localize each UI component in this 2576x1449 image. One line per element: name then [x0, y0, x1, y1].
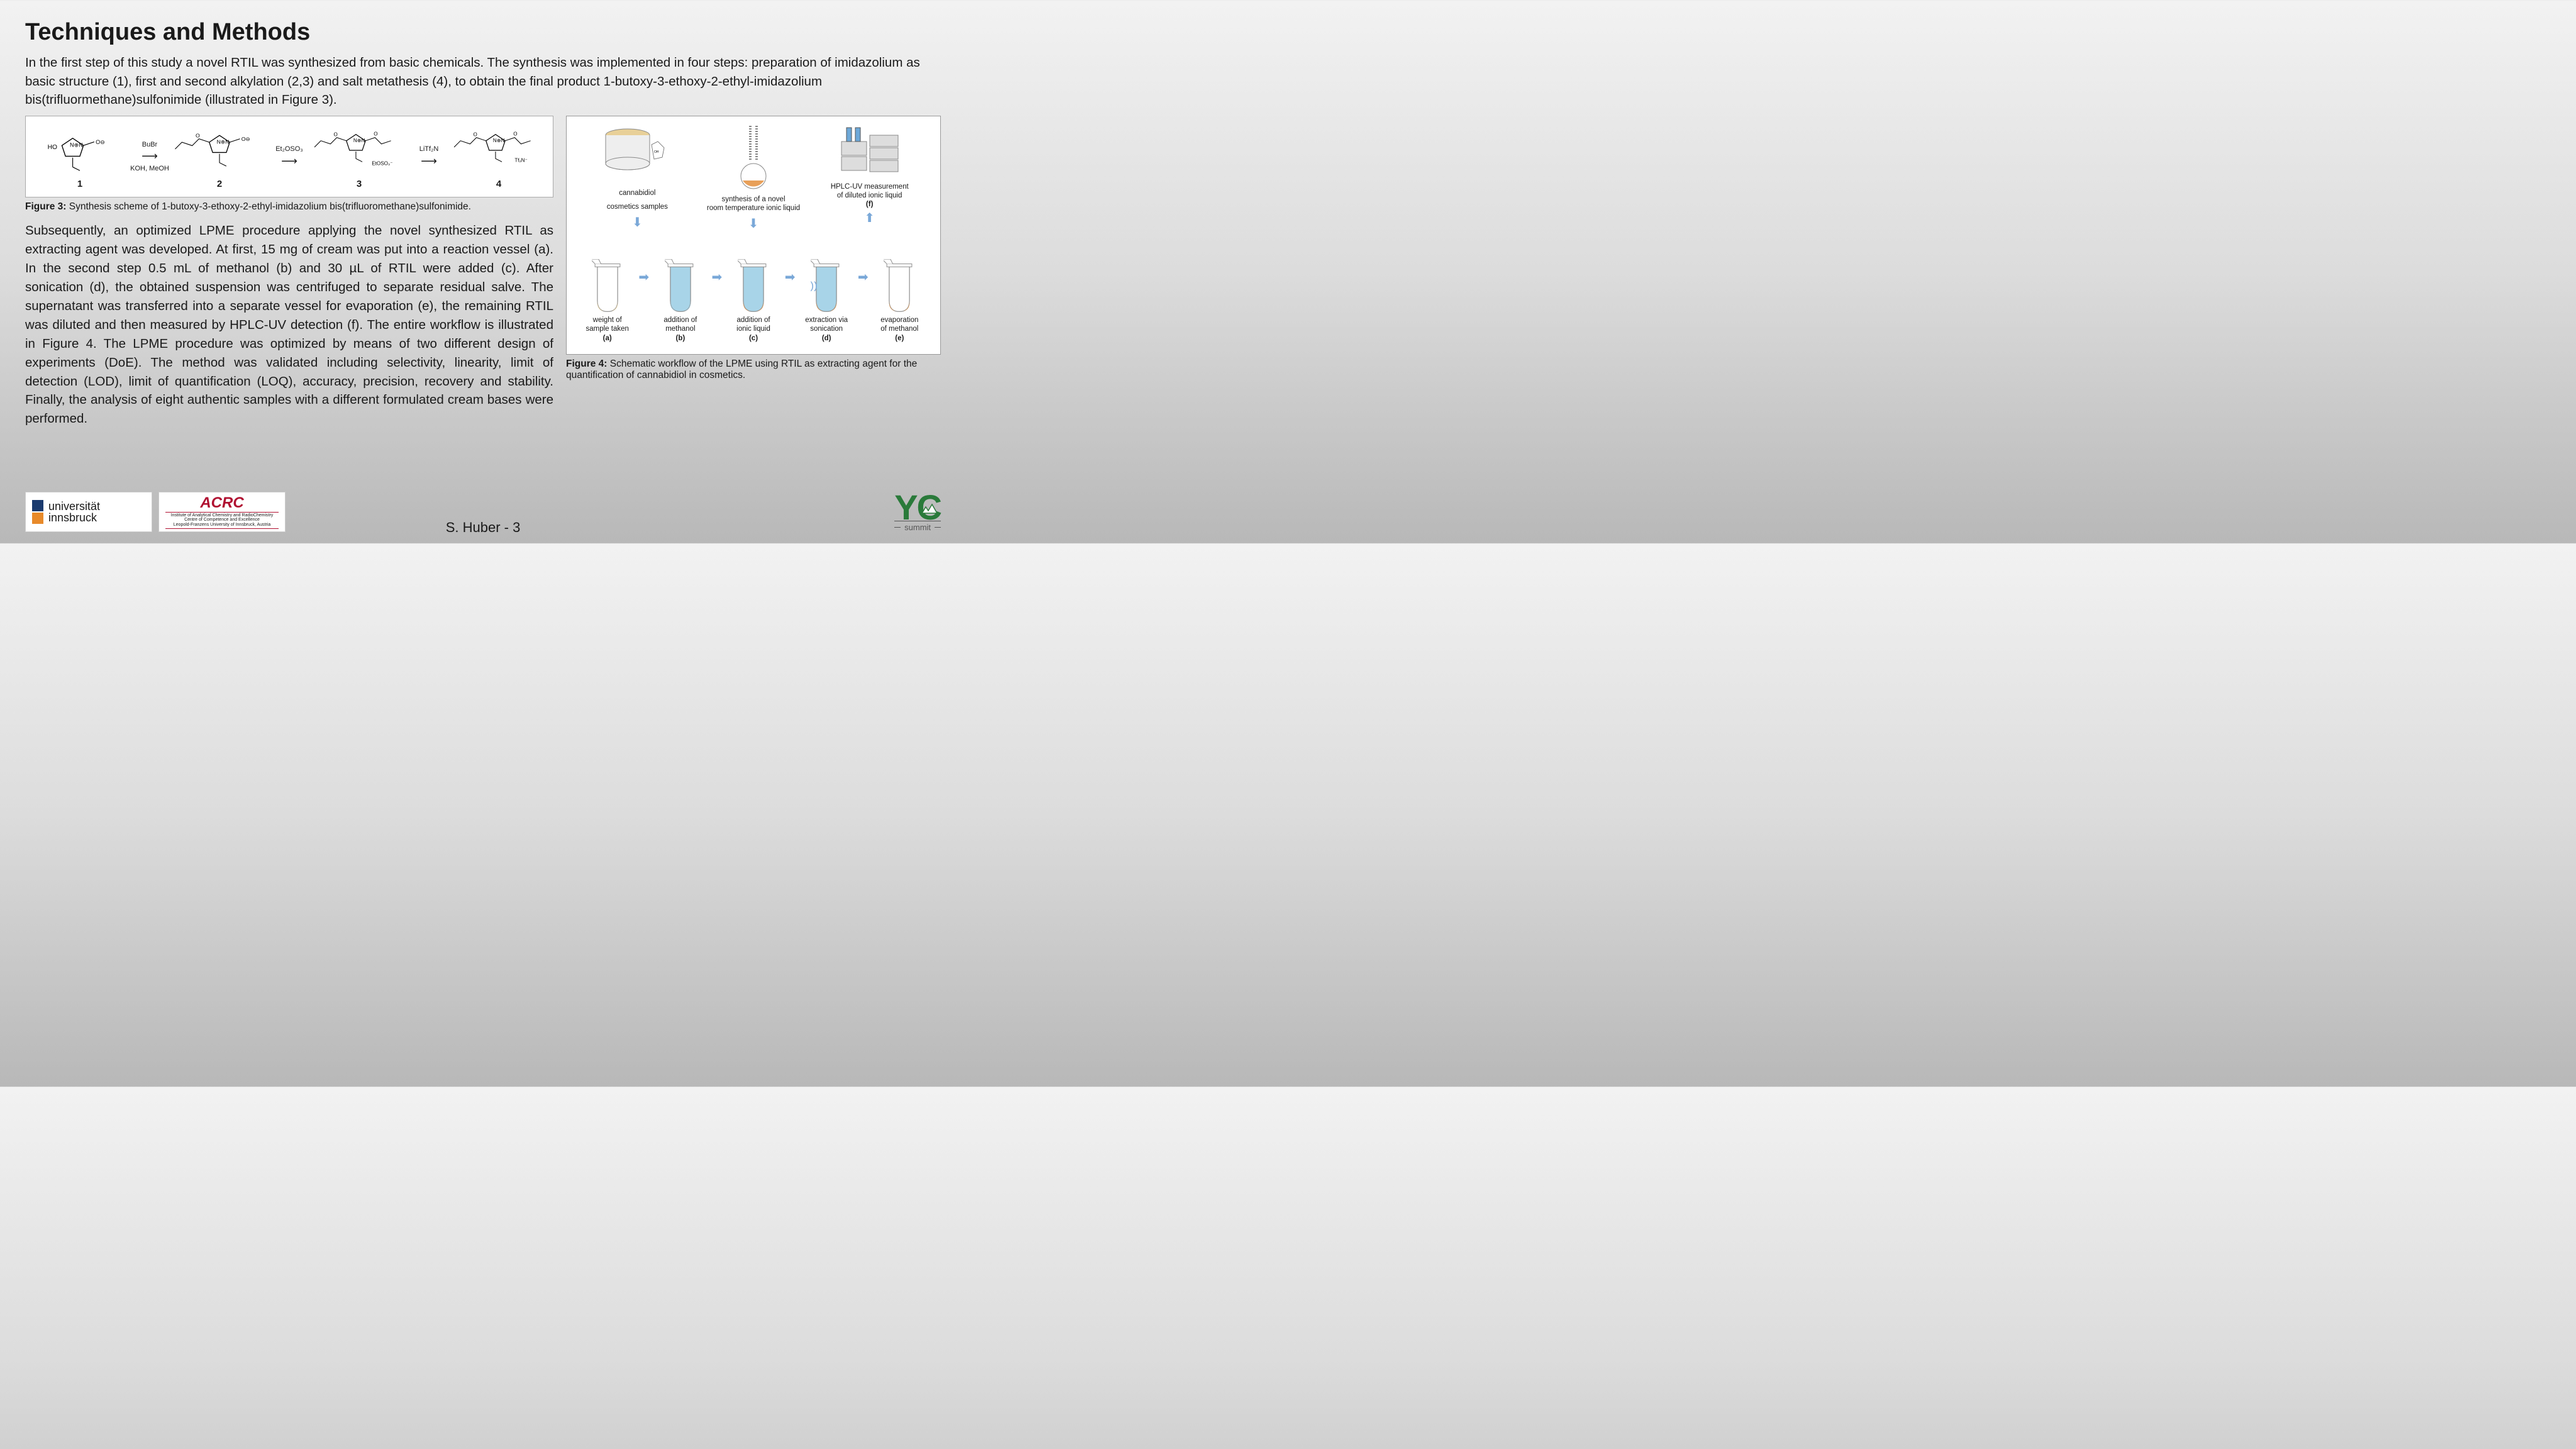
reaction-arrow-2: Et₂OSO₃ ⟶ [267, 145, 311, 169]
left-column: N⊕N HO O⊖ 1 BuBr ⟶ KOH, MeOH [25, 116, 553, 428]
intro-paragraph: In the first step of this study a novel … [25, 53, 941, 109]
svg-text:Tf₂N⁻: Tf₂N⁻ [514, 157, 527, 163]
acrc-logo: ACRC Institute of Analytical Chemistry a… [158, 492, 286, 532]
molecule-1: N⊕N HO O⊖ 1 [32, 124, 128, 189]
reaction-arrow-1: BuBr ⟶ KOH, MeOH [128, 140, 172, 173]
molecule-2: N⊕N O O⊖ 2 [172, 124, 267, 189]
slide-title: Techniques and Methods [25, 19, 941, 46]
wf-synthesis: synthesis of a novel room temperature io… [696, 123, 812, 232]
svg-text:N⊕N: N⊕N [70, 142, 83, 148]
svg-text:O: O [374, 131, 377, 137]
svg-text:EtOSO₃⁻: EtOSO₃⁻ [372, 160, 392, 166]
figure-4-caption: Figure 4: Schematic workflow of the LPME… [566, 358, 941, 381]
svg-text:N⊕N: N⊕N [353, 138, 365, 143]
svg-text:O: O [473, 132, 477, 138]
flow-arrow: ➡ [638, 269, 649, 310]
svg-text:OH: OH [654, 150, 659, 154]
uibk-square-orange [32, 513, 43, 524]
uibk-logo: universität innsbruck [25, 492, 152, 532]
yc-summit-logo: YC summit [894, 492, 941, 532]
wf-hplc: HPLC-UV measurement of diluted ionic liq… [811, 123, 928, 226]
svg-text:HO: HO [48, 144, 57, 151]
flow-arrow: ➡ [858, 269, 869, 310]
svg-text:O: O [196, 133, 200, 139]
svg-text:N⊕N: N⊕N [217, 138, 230, 145]
figure-3-caption: Figure 3: Synthesis scheme of 1-butoxy-3… [25, 201, 553, 213]
wf-cosmetics: OH cannabidiol cosmetics samples ⬇ [579, 123, 696, 231]
tube-d: ))) extraction via sonication (d) [795, 259, 857, 343]
tube-e: evaporation of methanol (e) [869, 259, 931, 343]
flow-arrow: ➡ [785, 269, 796, 310]
tube-b: addition of methanol (b) [649, 259, 711, 343]
svg-text:O: O [333, 132, 337, 138]
svg-text:O: O [513, 131, 517, 137]
svg-text:O⊖: O⊖ [242, 136, 250, 142]
page-label: S. Huber - 3 [446, 519, 521, 536]
synthesis-scheme: N⊕N HO O⊖ 1 BuBr ⟶ KOH, MeOH [25, 116, 553, 197]
uibk-square-blue [32, 500, 43, 511]
tube-c: addition of ionic liquid (c) [722, 259, 784, 343]
molecule-4: N⊕N O O Tf₂N⁻ 4 [451, 124, 547, 189]
flow-arrow: ➡ [712, 269, 723, 310]
right-column: OH cannabidiol cosmetics samples ⬇ [566, 116, 941, 428]
tube-a: weight of sample taken (a) [576, 259, 638, 343]
reaction-arrow-3: LiTf₂N ⟶ [407, 145, 451, 169]
body-paragraph: Subsequently, an optimized LPME procedur… [25, 221, 553, 428]
svg-text:O⊖: O⊖ [96, 139, 105, 145]
svg-text:))): ))) [811, 279, 818, 291]
molecule-3: N⊕N O O EtOSO₃⁻ 3 [311, 124, 407, 189]
workflow-diagram: OH cannabidiol cosmetics samples ⬇ [566, 116, 941, 355]
svg-text:N⊕N: N⊕N [493, 138, 505, 143]
